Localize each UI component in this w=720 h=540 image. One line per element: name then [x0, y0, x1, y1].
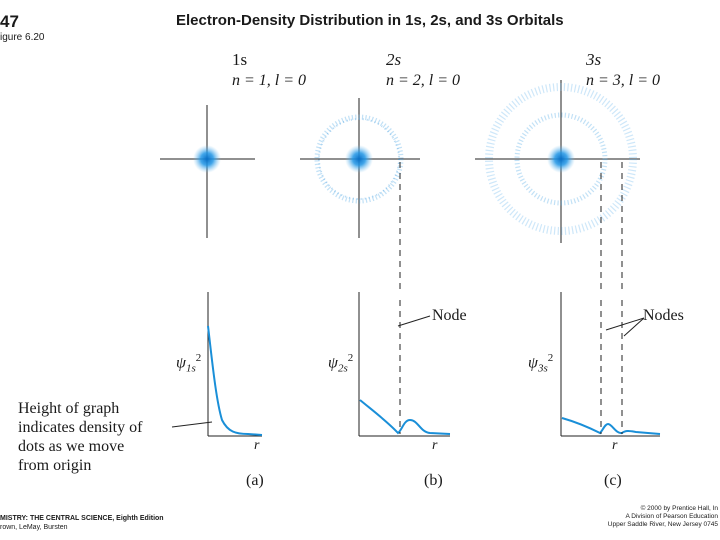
panel-label-c: (c) [604, 472, 622, 489]
orbital-3s-name: 3s [586, 50, 602, 69]
panel-label-b: (b) [424, 472, 443, 489]
orbital-1s-cloud [160, 105, 255, 238]
page-title: Electron-Density Distribution in 1s, 2s,… [176, 12, 564, 29]
orbital-3s-cloud [475, 80, 640, 290]
graph-1s [207, 292, 263, 437]
height-note: Height of graph indicates density of dot… [18, 400, 143, 474]
orbital-1s-name: 1s [232, 50, 248, 69]
height-note-pointer [171, 421, 213, 428]
nodes-label: Nodes [643, 307, 684, 324]
graph-3s [560, 292, 661, 437]
orbital-2s-quantum: n = 2, l = 0 [386, 72, 461, 89]
psi-2s-curve [359, 399, 451, 435]
footer-credit-left: MISTRY: THE CENTRAL SCIENCE, Eighth Edit… [0, 515, 164, 531]
figure-label: igure 6.20 [0, 32, 45, 43]
psi-2s-label: ψ2s2 [328, 352, 354, 375]
footer-copyright: © 2000 by Prentice Hall, In A Division o… [607, 505, 718, 528]
orbital-2s-cloud [300, 98, 420, 290]
panel-label-a: (a) [246, 472, 264, 489]
orbital-1s-quantum: n = 1, l = 0 [232, 72, 307, 89]
orbital-3s-quantum: n = 3, l = 0 [586, 72, 661, 89]
psi-3s-curve [561, 417, 661, 435]
r-axis-label-2s: r [432, 438, 438, 453]
graph-2s [358, 292, 451, 437]
psi-3s-label: ψ3s2 [528, 352, 554, 375]
psi-1s-curve [207, 325, 263, 436]
node-label: Node [432, 307, 467, 324]
orbital-2s-name: 2s [386, 50, 402, 69]
r-axis-label-1s: r [254, 438, 260, 453]
page-number: 47 [0, 12, 19, 31]
r-axis-label-3s: r [612, 438, 618, 453]
psi-1s-label: ψ1s2 [176, 352, 202, 375]
